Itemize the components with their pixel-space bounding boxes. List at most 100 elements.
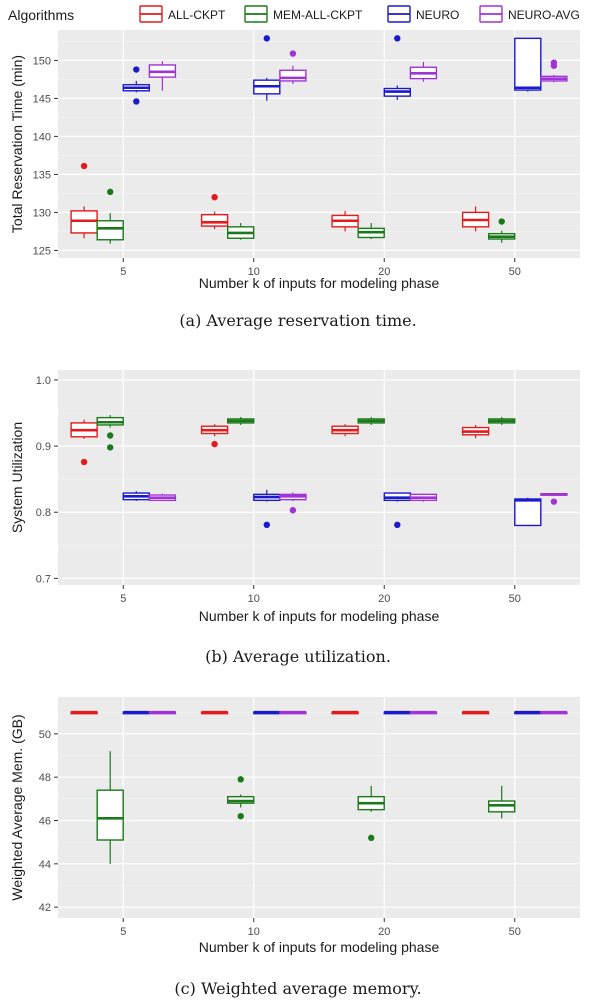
y-axis-title: System Utilization [9,422,25,533]
outlier-point [80,162,88,170]
box-plot-mark [383,492,411,528]
legend-title: Algorithms [8,7,74,23]
x-tick-label: 10 [248,593,260,605]
figure-caption: (c) Weighted average memory. [174,979,421,998]
x-tick-label: 20 [378,266,390,278]
box-plot-mark [488,218,516,243]
box-plot-mark [226,776,255,820]
chart-panel: 0.7 0.8 0.9 1.0 5 10 20 50 Number k of inputs fo… [9,370,580,666]
box-plot-mark [461,424,490,439]
box-iqr [96,220,124,241]
outlier-point [211,440,218,448]
outlier-point [263,35,270,42]
box-plot-mark [96,188,124,244]
legend-label: NEURO [416,8,459,22]
y-tick-label: 50 [39,729,51,741]
x-axis-title: Number k of inputs for modeling phase [199,275,440,291]
box-plot-mark [383,35,411,100]
plot-background [58,30,580,258]
box-plot-mark [96,414,124,451]
box-plot-mark [253,35,281,101]
box-plot-mark [226,223,255,240]
outlier-point [550,498,558,505]
outlier-point [237,776,244,783]
outlier-point [133,66,140,73]
box-plot-mark [461,710,490,715]
chart-panels: 125 130 135 140 145 150 5 10 20 50 Number k of inp… [9,30,580,998]
y-axis-title: Total Reservation Time (min) [9,55,25,233]
outlier-point [263,521,270,528]
x-tick-label: 50 [509,593,521,605]
x-tick-label: 5 [120,593,126,605]
y-tick-label: 140 [33,131,51,143]
x-tick-label: 5 [120,926,126,938]
box-plot-mark [409,61,438,82]
box-plot-mark [357,416,385,425]
figure-caption: (a) Average reservation time. [179,311,416,330]
box-iqr [279,69,307,82]
box-plot-mark [122,710,151,715]
y-tick-label: 135 [33,169,51,181]
y-tick-label: 46 [39,816,51,828]
box-plot-mark [122,491,151,501]
x-tick-label: 20 [378,926,390,938]
legend-label: NEURO-AVG [508,8,580,22]
box-plot-mark [148,710,177,715]
y-axis-title: Weighted Average Mem. (GB) [9,714,25,900]
x-tick-label: 50 [509,926,521,938]
box-iqr [514,37,542,91]
y-tick-label: 48 [39,772,51,784]
legend-item: ALL-CKPT [139,5,226,23]
y-tick-label: 44 [39,859,51,871]
legend-key [139,5,163,23]
box-plot-mark [357,223,385,239]
box-plot-mark [409,493,438,502]
y-tick-label: 0.9 [36,441,51,453]
outlier-point [133,98,140,105]
x-axis-title: Number k of inputs for modeling phase [199,608,440,624]
box-plot-mark [331,210,359,232]
x-axis-title: Number k of inputs for modeling phase [199,939,440,955]
box-plot-mark [200,424,229,448]
legend-label: MEM-ALL-CKPT [273,8,363,22]
box-plot-mark [200,710,229,715]
box-plot-mark [488,416,516,425]
chart-panel: 125 130 135 140 145 150 5 10 20 50 Number k of inp… [9,30,580,330]
outlier-point [289,50,297,57]
x-tick-label: 5 [120,266,126,278]
box-plot-mark [514,37,542,92]
x-tick-label: 10 [248,266,260,278]
box-plot-mark [279,50,307,84]
outlier-point [394,35,401,42]
y-tick-label: 150 [33,55,51,67]
box-plot-mark [253,710,281,715]
outlier-point [107,444,114,451]
box-plot-mark [253,489,281,528]
outlier-point [107,188,114,196]
legend-item: MEM-ALL-CKPT [244,5,363,23]
box-iqr [200,213,229,227]
outlier-point [289,507,297,514]
x-tick-label: 10 [248,926,260,938]
legend-label: ALL-CKPT [168,8,226,22]
box-plot-mark [409,710,438,715]
box-iqr [96,789,124,841]
legend-item: NEURO [387,5,459,23]
box-plot-mark [540,59,568,83]
outlier-point [368,834,375,842]
box-plot-mark [357,785,385,842]
box-plot-mark [540,493,568,505]
y-tick-label: 0.8 [36,507,51,519]
figure-caption: (b) Average utilization. [205,647,391,666]
box-plot-mark [383,710,411,715]
outlier-point [550,59,558,66]
box-plot-mark [514,710,542,715]
box-plot-mark [331,424,359,437]
box-plot-mark [200,194,229,230]
box-plot-mark [279,710,307,715]
box-plot-mark [148,61,177,91]
chart-panel: 42 44 46 48 50 5 10 20 50 Number k of inputs for … [9,697,580,998]
y-tick-label: 145 [33,93,51,105]
legend: Algorithms ALL-CKPT MEM-ALL-CKPT NEURO NEUR… [8,5,580,23]
y-tick-label: 125 [33,245,51,257]
